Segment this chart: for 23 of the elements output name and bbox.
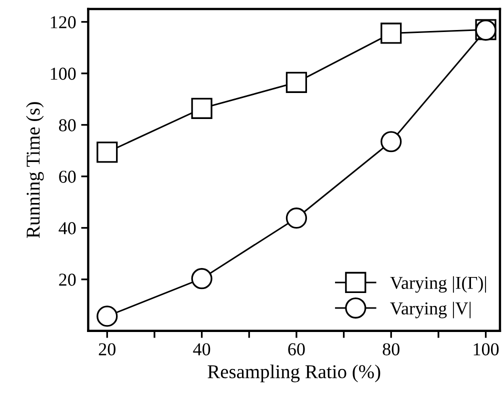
x-tick-label: 80 xyxy=(382,343,400,356)
point xyxy=(380,131,402,152)
x-tick-label: 20 xyxy=(98,343,116,356)
y-axis-title: Running Time (s) xyxy=(26,102,44,238)
x-axis-title: Resampling Ratio (%) xyxy=(208,364,380,382)
y-tick-label: 60 xyxy=(59,170,76,183)
point xyxy=(96,142,118,163)
point xyxy=(286,72,308,93)
y-tick-label: 20 xyxy=(59,274,76,286)
point xyxy=(191,268,212,290)
y-tick-label: 40 xyxy=(58,222,76,234)
point xyxy=(191,98,212,119)
x-tick-label: 40 xyxy=(193,343,210,356)
point xyxy=(96,306,118,327)
legend-label: Varying |I(Γ)| xyxy=(390,276,486,293)
x-tick-label: 60 xyxy=(288,343,305,356)
point xyxy=(380,22,402,44)
legend-label: Varying |V| xyxy=(390,302,471,318)
point xyxy=(286,208,308,229)
x-tick-label: 100 xyxy=(474,343,499,356)
y-tick-label: 100 xyxy=(50,68,76,80)
y-tick-label: 80 xyxy=(59,119,76,132)
y-tick-label: 120 xyxy=(50,16,76,28)
